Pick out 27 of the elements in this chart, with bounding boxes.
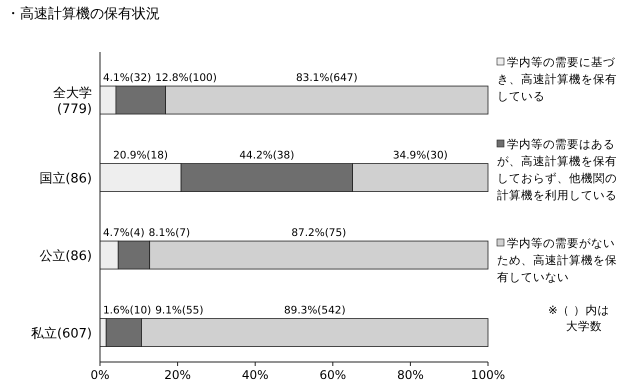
data-label: 87.2%(75) (291, 227, 346, 240)
data-label: 89.3%(542) (284, 304, 346, 317)
y-tick-label: 私立(607) (31, 326, 92, 342)
data-label: 83.1%(647) (296, 72, 358, 84)
data-label: 1.6%(10) (103, 304, 152, 317)
legend-label: 学内等の需要がないため、高速計算機を保有していない (497, 236, 617, 284)
x-tick-label: 60% (319, 368, 346, 382)
legend-label: 学内等の需要に基づき、高速計算機を保有している (497, 55, 617, 103)
x-tick-label: 100% (470, 368, 506, 382)
x-tick-label: 40% (242, 368, 269, 382)
y-tick-label: 国立(86) (39, 170, 92, 187)
data-label: 34.9%(30) (392, 150, 448, 162)
data-label: 8.1%(7) (148, 227, 190, 240)
x-tick-label: 80% (397, 368, 424, 382)
chart-title: ・高速計算機の保有状況 (6, 6, 160, 22)
legend-label: 学内等の需要はあるが、高速計算機を保有しておらず、他機関の計算機を利用している (497, 137, 617, 202)
data-label: 20.9%(18) (113, 150, 168, 162)
data-label: 44.2%(38) (239, 150, 294, 162)
y-tick-label: 公立(86) (39, 248, 92, 264)
data-label: 12.8%(100) (155, 72, 217, 84)
data-label: 4.7%(4) (103, 227, 145, 240)
x-tick-label: 20% (164, 368, 191, 382)
y-tick-label: 全大学 (779) (53, 86, 92, 118)
data-label: 9.1%(55) (155, 304, 204, 317)
text: ※（ ）内は大学数 (548, 303, 610, 333)
data-label: 4.1%(32) (103, 72, 152, 84)
x-tick-label: 0% (90, 368, 110, 382)
